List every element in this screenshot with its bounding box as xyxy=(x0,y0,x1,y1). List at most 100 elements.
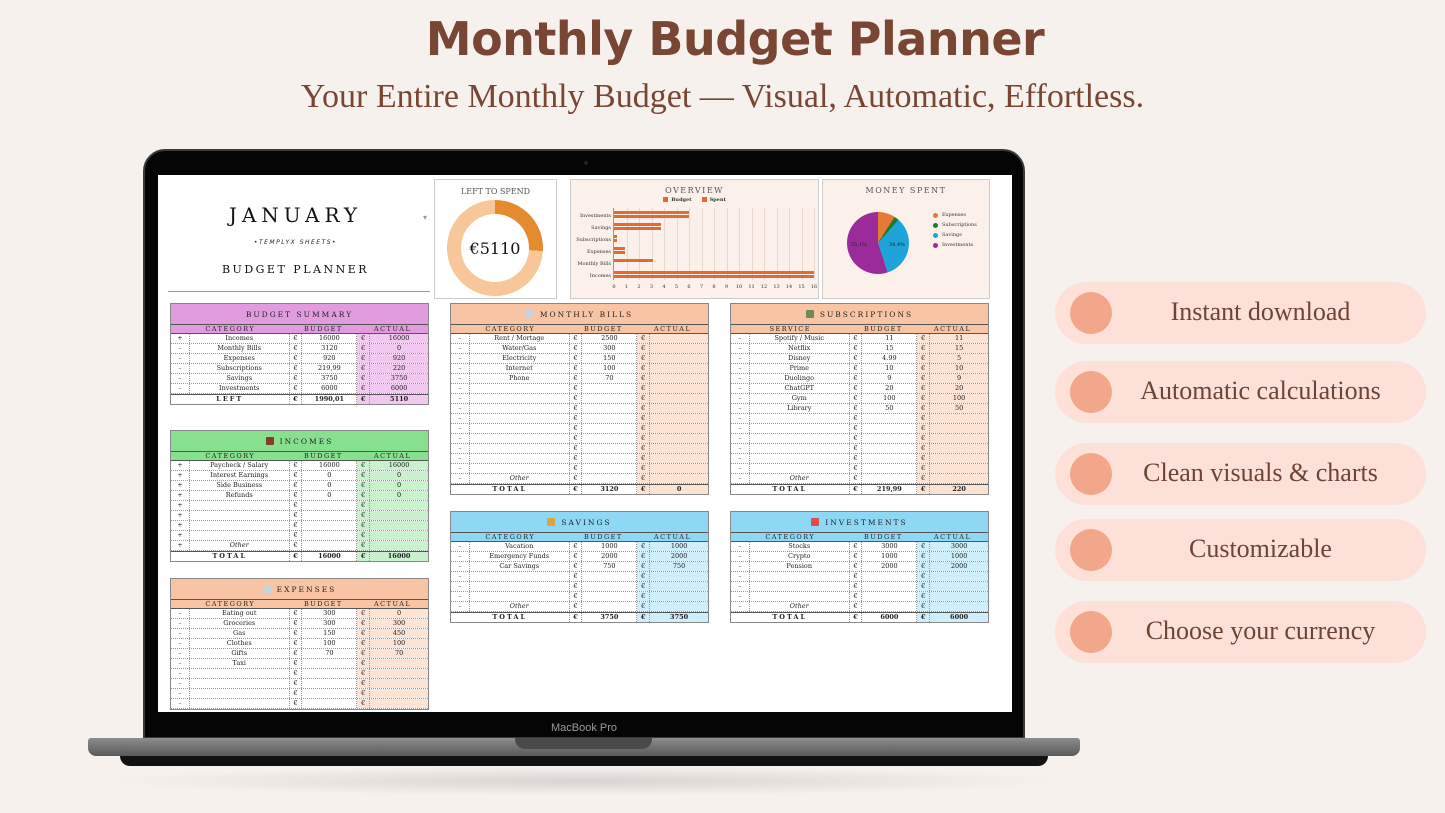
row-category[interactable]: Prime xyxy=(750,364,850,373)
row-actual[interactable]: 300 xyxy=(370,619,428,628)
row-actual[interactable] xyxy=(650,394,708,403)
row-budget[interactable] xyxy=(302,511,358,520)
row-actual[interactable]: 10 xyxy=(930,364,988,373)
row-budget[interactable]: 3120 xyxy=(302,344,358,353)
row-category[interactable] xyxy=(750,414,850,423)
row-budget[interactable]: 1000 xyxy=(582,542,638,551)
row-actual[interactable] xyxy=(650,454,708,463)
row-actual[interactable]: 100 xyxy=(930,394,988,403)
row-actual[interactable]: 3000 xyxy=(930,542,988,551)
row-category[interactable] xyxy=(470,582,570,591)
row-budget[interactable] xyxy=(582,404,638,413)
row-actual[interactable] xyxy=(370,511,428,520)
row-actual[interactable] xyxy=(650,464,708,473)
row-category[interactable]: Subscriptions xyxy=(190,364,290,373)
row-budget[interactable]: 300 xyxy=(582,344,638,353)
row-category[interactable] xyxy=(190,531,290,540)
row-budget[interactable]: 920 xyxy=(302,354,358,363)
row-budget[interactable]: 11 xyxy=(862,334,918,343)
row-category[interactable]: Electricity xyxy=(470,354,570,363)
row-actual[interactable] xyxy=(930,444,988,453)
row-category[interactable]: Groceries xyxy=(190,619,290,628)
row-budget[interactable]: 219,99 xyxy=(302,364,358,373)
row-category[interactable]: Other xyxy=(470,602,570,611)
row-actual[interactable]: 11 xyxy=(930,334,988,343)
row-category[interactable] xyxy=(190,689,290,698)
row-actual[interactable] xyxy=(650,384,708,393)
row-category[interactable]: Library xyxy=(750,404,850,413)
row-budget[interactable] xyxy=(582,454,638,463)
row-actual[interactable] xyxy=(930,434,988,443)
row-budget[interactable] xyxy=(302,689,358,698)
row-category[interactable]: Pension xyxy=(750,562,850,571)
row-budget[interactable] xyxy=(862,444,918,453)
row-category[interactable]: Netflix xyxy=(750,344,850,353)
row-category[interactable]: Emergency Funds xyxy=(470,552,570,561)
row-budget[interactable]: 300 xyxy=(302,609,358,618)
row-budget[interactable]: 0 xyxy=(302,471,358,480)
row-budget[interactable]: 4.99 xyxy=(862,354,918,363)
row-actual[interactable] xyxy=(650,572,708,581)
row-actual[interactable] xyxy=(650,474,708,483)
row-actual[interactable]: 0 xyxy=(370,491,428,500)
row-actual[interactable] xyxy=(650,592,708,601)
row-category[interactable]: Rent / Mortage xyxy=(470,334,570,343)
row-category[interactable] xyxy=(470,434,570,443)
row-budget[interactable]: 0 xyxy=(302,491,358,500)
row-category[interactable] xyxy=(190,679,290,688)
row-actual[interactable]: 15 xyxy=(930,344,988,353)
row-budget[interactable] xyxy=(582,602,638,611)
row-actual[interactable]: 2000 xyxy=(650,552,708,561)
row-actual[interactable]: 2000 xyxy=(930,562,988,571)
row-category[interactable] xyxy=(470,464,570,473)
row-category[interactable] xyxy=(470,592,570,601)
row-budget[interactable]: 0 xyxy=(302,481,358,490)
row-budget[interactable] xyxy=(862,582,918,591)
row-actual[interactable] xyxy=(370,699,428,708)
row-actual[interactable] xyxy=(650,364,708,373)
row-category[interactable] xyxy=(750,464,850,473)
row-budget[interactable]: 100 xyxy=(302,639,358,648)
row-budget[interactable] xyxy=(862,572,918,581)
row-budget[interactable]: 300 xyxy=(302,619,358,628)
row-category[interactable]: Internet xyxy=(470,364,570,373)
row-budget[interactable] xyxy=(862,424,918,433)
row-budget[interactable]: 150 xyxy=(582,354,638,363)
row-category[interactable]: Crypto xyxy=(750,552,850,561)
row-actual[interactable] xyxy=(370,669,428,678)
row-category[interactable] xyxy=(470,454,570,463)
row-budget[interactable] xyxy=(302,541,358,550)
row-actual[interactable] xyxy=(930,474,988,483)
row-actual[interactable]: 220 xyxy=(370,364,428,373)
row-category[interactable] xyxy=(750,582,850,591)
row-budget[interactable] xyxy=(582,394,638,403)
row-actual[interactable] xyxy=(930,424,988,433)
row-budget[interactable] xyxy=(582,384,638,393)
row-budget[interactable] xyxy=(582,464,638,473)
row-category[interactable]: Other xyxy=(750,602,850,611)
row-actual[interactable]: 1000 xyxy=(650,542,708,551)
row-budget[interactable]: 150 xyxy=(302,629,358,638)
row-actual[interactable]: 450 xyxy=(370,629,428,638)
row-category[interactable] xyxy=(190,521,290,530)
row-actual[interactable]: 0 xyxy=(370,609,428,618)
row-actual[interactable] xyxy=(370,659,428,668)
row-budget[interactable] xyxy=(302,699,358,708)
row-budget[interactable] xyxy=(862,592,918,601)
row-actual[interactable] xyxy=(930,414,988,423)
row-actual[interactable]: 20 xyxy=(930,384,988,393)
row-category[interactable] xyxy=(750,434,850,443)
row-category[interactable]: Interest Earnings xyxy=(190,471,290,480)
row-actual[interactable]: 0 xyxy=(370,471,428,480)
row-actual[interactable]: 6000 xyxy=(370,384,428,393)
row-budget[interactable] xyxy=(582,424,638,433)
row-budget[interactable] xyxy=(302,531,358,540)
row-actual[interactable]: 16000 xyxy=(370,461,428,470)
row-budget[interactable]: 1000 xyxy=(862,552,918,561)
row-category[interactable]: Disney xyxy=(750,354,850,363)
row-category[interactable]: Refunds xyxy=(190,491,290,500)
row-budget[interactable] xyxy=(582,434,638,443)
row-actual[interactable] xyxy=(370,679,428,688)
row-category[interactable]: Incomes xyxy=(190,334,290,343)
row-actual[interactable]: 1000 xyxy=(930,552,988,561)
